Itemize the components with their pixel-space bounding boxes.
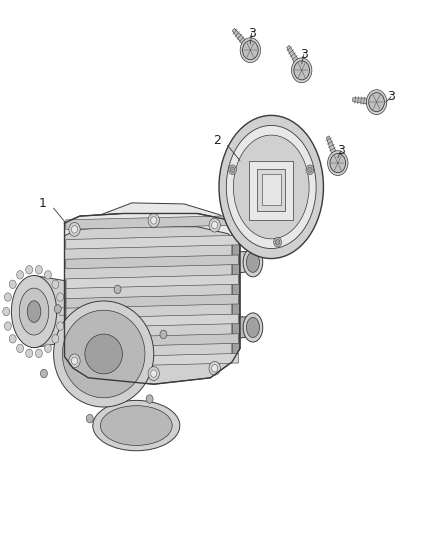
Polygon shape <box>66 235 239 249</box>
Ellipse shape <box>240 38 261 62</box>
Polygon shape <box>67 203 241 243</box>
Circle shape <box>209 361 220 375</box>
Polygon shape <box>240 317 253 338</box>
Circle shape <box>86 414 93 423</box>
Circle shape <box>114 285 121 294</box>
Ellipse shape <box>369 93 385 112</box>
Circle shape <box>212 221 218 229</box>
Ellipse shape <box>11 276 57 348</box>
Polygon shape <box>66 274 239 288</box>
Polygon shape <box>66 216 239 229</box>
Polygon shape <box>66 353 239 367</box>
Circle shape <box>69 222 80 236</box>
Ellipse shape <box>330 154 346 173</box>
Circle shape <box>146 395 153 403</box>
Circle shape <box>209 218 220 232</box>
Ellipse shape <box>52 280 59 288</box>
Circle shape <box>274 237 282 247</box>
Ellipse shape <box>233 135 309 239</box>
Circle shape <box>148 367 159 381</box>
Ellipse shape <box>294 61 310 80</box>
Polygon shape <box>249 161 293 220</box>
Ellipse shape <box>243 313 263 342</box>
Ellipse shape <box>26 349 33 358</box>
Ellipse shape <box>247 252 259 272</box>
Ellipse shape <box>62 310 145 398</box>
Ellipse shape <box>328 151 348 175</box>
Ellipse shape <box>19 288 49 335</box>
Polygon shape <box>326 136 341 165</box>
Circle shape <box>151 370 157 377</box>
Ellipse shape <box>52 335 59 343</box>
Ellipse shape <box>100 406 172 446</box>
Circle shape <box>160 330 167 338</box>
Ellipse shape <box>9 280 16 288</box>
Ellipse shape <box>243 248 263 277</box>
Ellipse shape <box>58 308 65 316</box>
Ellipse shape <box>57 322 64 330</box>
Polygon shape <box>240 252 253 273</box>
Ellipse shape <box>57 293 64 301</box>
Text: 1: 1 <box>39 197 47 211</box>
Text: 3: 3 <box>300 48 308 61</box>
Ellipse shape <box>35 349 42 358</box>
Polygon shape <box>64 214 240 243</box>
Circle shape <box>54 305 61 313</box>
Ellipse shape <box>243 41 258 60</box>
Ellipse shape <box>3 308 10 316</box>
Ellipse shape <box>26 265 33 274</box>
Ellipse shape <box>4 322 11 330</box>
Ellipse shape <box>93 400 180 451</box>
Text: 2: 2 <box>213 134 221 147</box>
Circle shape <box>69 354 80 368</box>
Ellipse shape <box>4 293 11 301</box>
Ellipse shape <box>53 301 154 407</box>
Text: 3: 3 <box>337 144 345 157</box>
Polygon shape <box>262 174 281 205</box>
Ellipse shape <box>9 335 16 343</box>
Circle shape <box>276 239 280 245</box>
Text: 3: 3 <box>387 90 395 103</box>
Text: 3: 3 <box>248 27 256 39</box>
Circle shape <box>212 365 218 372</box>
Ellipse shape <box>17 344 24 352</box>
Circle shape <box>229 165 237 174</box>
Ellipse shape <box>85 334 123 374</box>
Circle shape <box>148 214 159 227</box>
Ellipse shape <box>45 271 51 279</box>
Ellipse shape <box>17 271 24 279</box>
Polygon shape <box>34 276 66 348</box>
Circle shape <box>151 216 157 224</box>
Ellipse shape <box>366 90 387 115</box>
Polygon shape <box>66 294 239 308</box>
Circle shape <box>71 357 78 365</box>
Ellipse shape <box>35 265 42 274</box>
Polygon shape <box>287 45 304 72</box>
Polygon shape <box>66 314 239 328</box>
Ellipse shape <box>219 115 323 259</box>
Ellipse shape <box>27 301 41 322</box>
Polygon shape <box>66 334 239 348</box>
Ellipse shape <box>292 58 312 83</box>
Polygon shape <box>66 255 239 269</box>
Polygon shape <box>257 169 285 211</box>
Circle shape <box>230 167 235 172</box>
Circle shape <box>308 167 312 172</box>
Ellipse shape <box>247 317 259 337</box>
Polygon shape <box>353 98 377 106</box>
Circle shape <box>306 165 314 174</box>
Ellipse shape <box>226 125 316 248</box>
Polygon shape <box>64 214 240 384</box>
Circle shape <box>40 369 47 378</box>
Polygon shape <box>228 220 240 362</box>
Circle shape <box>71 225 78 233</box>
Polygon shape <box>232 28 252 53</box>
Ellipse shape <box>45 344 51 352</box>
